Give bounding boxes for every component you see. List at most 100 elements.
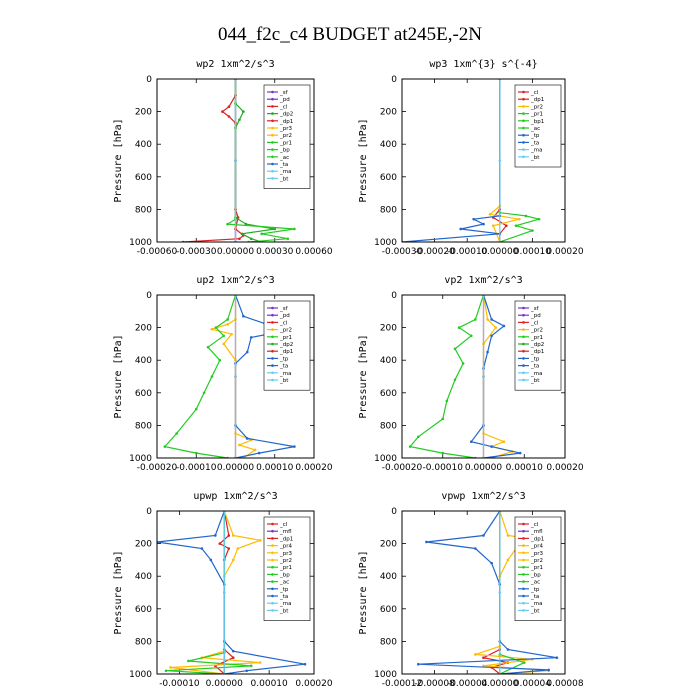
y-tick-label: 1000 <box>129 238 152 248</box>
data-point <box>210 375 214 378</box>
legend-entry: _tp <box>279 587 289 593</box>
legend-entry: _bt <box>530 608 540 614</box>
legend-entry: _bp <box>279 572 290 578</box>
y-tick-label: 1000 <box>129 454 152 464</box>
data-point <box>231 656 235 659</box>
panel-title: wp2 1xm^2/s^3 <box>196 59 274 70</box>
data-point <box>490 445 493 448</box>
legend-marker <box>271 349 274 353</box>
data-point <box>222 342 226 346</box>
data-point <box>498 591 502 594</box>
y-axis-label: Pressure [hPa] <box>113 118 124 202</box>
plot-frame <box>156 510 315 675</box>
x-tick-label: 0.00060 <box>295 247 332 257</box>
legend-entry: _cl <box>279 320 288 326</box>
data-point <box>226 323 229 326</box>
data-point <box>459 227 462 231</box>
data-point <box>474 547 477 550</box>
x-tick-label: 0.00010 <box>256 463 293 473</box>
y-tick-label: 600 <box>380 173 397 183</box>
data-point <box>214 326 218 329</box>
series-line_tp <box>234 295 295 458</box>
legend-marker <box>522 148 525 151</box>
data-point <box>242 110 245 113</box>
plot-frame <box>156 78 315 243</box>
legend-entry: _bt <box>530 378 540 384</box>
data-point <box>226 222 229 226</box>
data-point <box>453 347 457 351</box>
legend-marker <box>522 133 525 137</box>
legend-marker <box>271 90 274 94</box>
data-point <box>486 318 489 321</box>
data-point <box>472 217 476 221</box>
y-tick-label: 200 <box>135 324 152 334</box>
data-point <box>169 666 172 669</box>
legend-entry: _cl <box>530 90 539 96</box>
data-point <box>514 224 518 227</box>
legend-entry: _mfl <box>279 529 292 535</box>
legend-marker <box>522 558 525 562</box>
data-point <box>187 659 190 663</box>
data-point <box>457 326 461 329</box>
legend-marker <box>271 97 274 101</box>
legend-entry: _pd <box>279 313 290 319</box>
panel-title: vp2 1xm^2/s^3 <box>444 275 522 286</box>
panel-3: up2 1xm^2/s^3 Pressure [hPa] 0 200 400 600 800… <box>113 275 333 473</box>
y-tick-label: 800 <box>380 421 397 431</box>
legend-marker <box>271 609 274 612</box>
x-tick-label: 0.00000 <box>206 679 243 689</box>
legend-entry: _pr2 <box>530 328 543 334</box>
x-tick-label: 0.00000 <box>217 463 254 473</box>
panel-1: wp2 1xm^2/s^3 Pressure [hPa] 0 200 400 600 800… <box>113 59 333 257</box>
data-point <box>253 448 257 452</box>
data-point <box>245 350 249 354</box>
legend-entry: _pr3 <box>279 551 293 557</box>
legend-marker <box>522 97 525 101</box>
data-point <box>482 656 485 659</box>
legend-marker <box>522 357 525 360</box>
legend-entry: _bp <box>530 572 541 578</box>
legend-entry: _bp1 <box>530 119 544 125</box>
panel-title: wp3 1xm^{3} s^{-4} <box>429 59 537 70</box>
x-tick-label: 0.00008 <box>546 679 583 689</box>
data-point <box>234 159 237 162</box>
data-point <box>231 558 235 562</box>
panel-title: up2 1xm^2/s^3 <box>196 275 274 286</box>
data-point <box>227 534 231 537</box>
data-point <box>469 440 473 444</box>
legend-entry: _sf <box>530 306 540 312</box>
legend-marker <box>522 601 525 605</box>
series-line_tp <box>470 295 521 458</box>
legend-entry: _cl <box>279 522 288 528</box>
legend-marker <box>522 306 525 310</box>
x-tick-label: -0.00030 <box>176 247 217 257</box>
legend-entry: _mfl <box>530 529 543 535</box>
data-point <box>249 237 253 241</box>
legend-marker <box>522 105 525 108</box>
legend-marker <box>271 558 274 562</box>
data-point <box>227 105 231 109</box>
legend-marker <box>522 565 525 569</box>
legend-marker <box>522 371 525 375</box>
legend-entry: _pr1 <box>530 112 543 118</box>
data-point <box>506 558 510 562</box>
data-point <box>273 227 277 231</box>
data-point <box>194 407 198 411</box>
data-point <box>202 391 206 395</box>
legend-marker <box>271 544 274 547</box>
data-point <box>227 547 231 550</box>
legend-entry: _pr1 <box>279 140 292 146</box>
legend-entry: _ta <box>279 364 288 370</box>
legend-marker <box>271 357 274 360</box>
legend-marker <box>522 537 525 540</box>
data-point <box>474 318 477 321</box>
x-tick-label: 0.00020 <box>295 463 332 473</box>
y-tick-label: 0 <box>146 291 152 301</box>
x-tick-label: -0.00004 <box>447 679 488 689</box>
data-point <box>249 664 253 668</box>
data-point <box>518 217 521 221</box>
panel-6: vpwp 1xm^2/s^3 Pressure [hPa] 0 200 400 600 80… <box>358 491 584 689</box>
data-point <box>238 237 241 241</box>
x-tick-label: -0.00060 <box>137 247 178 257</box>
legend-marker <box>522 580 525 583</box>
